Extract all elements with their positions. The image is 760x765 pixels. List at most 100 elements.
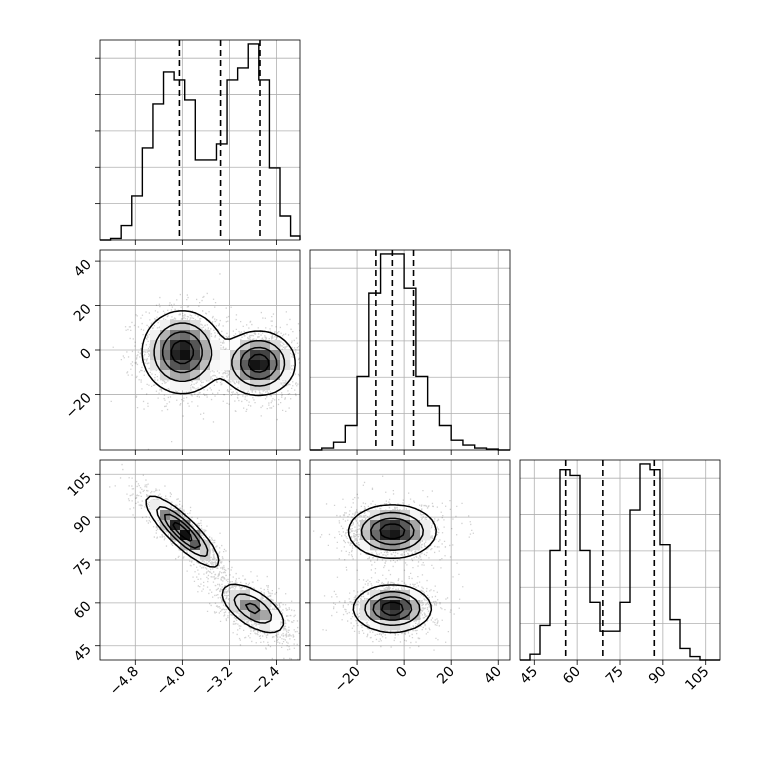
pair02-xtick-label: −2.4 bbox=[248, 663, 283, 698]
pair-plot-area bbox=[100, 460, 300, 660]
histogram-step-1 bbox=[310, 253, 510, 451]
density-cell bbox=[400, 620, 411, 631]
density-cell bbox=[180, 360, 191, 371]
density-cell bbox=[160, 320, 171, 331]
pair02-ytick-label: 105 bbox=[65, 470, 95, 500]
density-cell bbox=[160, 520, 171, 531]
hist-panel-0 bbox=[95, 40, 301, 241]
density-cell bbox=[400, 600, 411, 611]
density-cell bbox=[220, 360, 231, 371]
pair01-ytick-label: 0 bbox=[77, 346, 95, 364]
density-cell bbox=[240, 350, 251, 361]
density-cell bbox=[260, 340, 271, 351]
density-cell bbox=[400, 520, 411, 531]
density-cell bbox=[150, 360, 161, 371]
density-cell bbox=[200, 350, 211, 361]
density-cell bbox=[420, 520, 431, 531]
density-cell bbox=[250, 590, 261, 601]
density-cell bbox=[400, 540, 411, 551]
pair-plot-area bbox=[100, 250, 300, 450]
density-cell bbox=[410, 600, 421, 611]
density-cell bbox=[410, 510, 421, 521]
hist-frame-0 bbox=[99, 39, 301, 241]
density-cell bbox=[210, 340, 221, 351]
density-cell bbox=[240, 360, 251, 371]
density-cell bbox=[190, 370, 201, 381]
density-cell bbox=[210, 360, 221, 371]
pair12-xtick-label: 0 bbox=[393, 664, 411, 682]
density-cell bbox=[260, 350, 271, 361]
hist2-xtick-label: 75 bbox=[603, 664, 627, 688]
density-cell bbox=[200, 550, 211, 561]
density-cell bbox=[200, 370, 211, 381]
density-cell bbox=[250, 340, 261, 351]
density-cell bbox=[170, 350, 181, 361]
pair01-ytick-label: 40 bbox=[71, 257, 95, 281]
pair02-xtick-label: −4.0 bbox=[154, 664, 189, 699]
density-contour bbox=[156, 506, 273, 624]
density-cell bbox=[250, 360, 261, 371]
histogram-step-0 bbox=[100, 43, 301, 241]
pair02-ytick-label: 60 bbox=[71, 598, 95, 622]
density-cell bbox=[400, 530, 411, 541]
density-cell bbox=[410, 540, 421, 551]
density-cell bbox=[180, 530, 191, 541]
density-contour bbox=[379, 523, 406, 616]
density-cell bbox=[360, 520, 371, 531]
density-contour bbox=[145, 495, 285, 634]
density-cell bbox=[190, 320, 201, 331]
density-cell bbox=[180, 370, 191, 381]
density-cell bbox=[170, 320, 181, 331]
density-cell bbox=[190, 350, 201, 361]
density-cell bbox=[410, 530, 421, 541]
density-cell bbox=[380, 600, 391, 611]
density-contour bbox=[172, 521, 193, 542]
density-cell bbox=[170, 510, 181, 521]
pair12-xtick-label: −20 bbox=[332, 664, 364, 696]
density-cell bbox=[400, 590, 411, 601]
hist-frame-1 bbox=[309, 249, 511, 451]
density-cell bbox=[410, 520, 421, 531]
density-cell bbox=[370, 620, 381, 631]
density-cell bbox=[260, 370, 271, 381]
density-cell bbox=[230, 350, 241, 361]
density-cell bbox=[180, 320, 191, 331]
density-cell bbox=[150, 500, 161, 511]
density-cell bbox=[360, 530, 371, 541]
density-contour bbox=[141, 310, 296, 397]
density-cell bbox=[250, 370, 261, 381]
hist2-xtick-label: 105 bbox=[682, 664, 712, 694]
density-cell bbox=[270, 370, 281, 381]
density-cell bbox=[200, 360, 211, 371]
pair12-xtick-label: 20 bbox=[434, 664, 458, 688]
density-cell bbox=[170, 520, 181, 531]
hist-panel-2 bbox=[520, 460, 720, 661]
density-cell bbox=[270, 620, 281, 631]
density-cell bbox=[280, 350, 291, 361]
density-cell bbox=[260, 360, 271, 371]
density-cell bbox=[240, 370, 251, 381]
pair-panel-0-2 bbox=[100, 460, 300, 660]
density-cell bbox=[170, 360, 181, 371]
density-cell bbox=[270, 380, 281, 391]
density-cell bbox=[190, 340, 201, 351]
density-cell bbox=[390, 520, 401, 531]
density-cell bbox=[270, 610, 281, 621]
density-cell bbox=[380, 590, 391, 601]
density-contour bbox=[153, 322, 286, 387]
density-cell bbox=[360, 540, 371, 551]
density-cell bbox=[240, 380, 251, 391]
density-cell bbox=[150, 350, 161, 361]
density-cell bbox=[170, 340, 181, 351]
density-cell bbox=[370, 600, 381, 611]
density-cell bbox=[370, 520, 381, 531]
pair02-ytick-label: 90 bbox=[71, 513, 95, 537]
density-cell bbox=[160, 340, 171, 351]
density-cell bbox=[390, 590, 401, 601]
density-cell bbox=[390, 510, 401, 521]
pair02-ytick-label: 45 bbox=[71, 641, 95, 665]
density-cell bbox=[230, 370, 241, 381]
density-cell bbox=[160, 500, 171, 511]
pair02-xtick-label: −3.2 bbox=[201, 664, 236, 699]
